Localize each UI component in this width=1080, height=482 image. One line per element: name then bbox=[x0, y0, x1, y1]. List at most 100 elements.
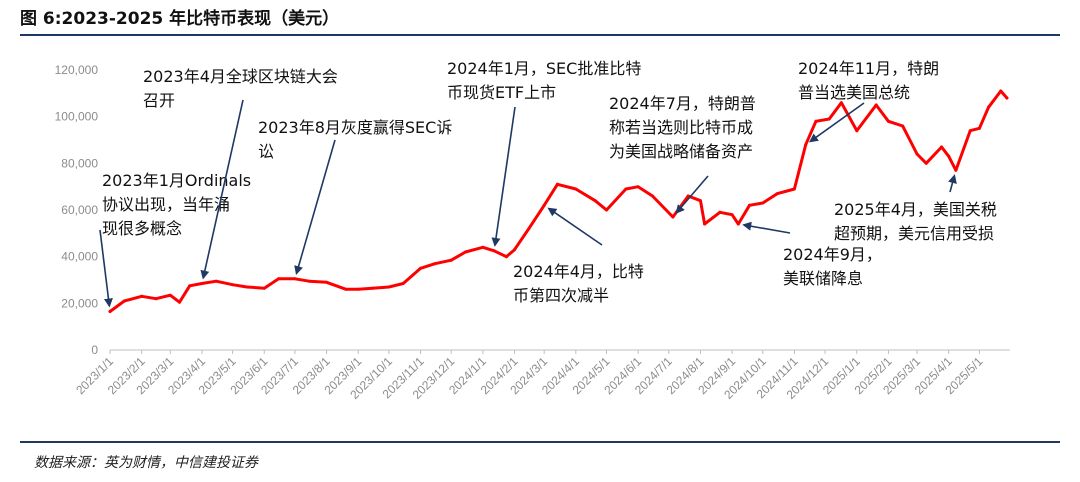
data-point bbox=[504, 255, 508, 259]
data-point bbox=[387, 285, 391, 289]
annotation-arrow bbox=[200, 99, 244, 280]
annotation-arrow bbox=[491, 106, 516, 247]
annotation-text: 2024年9月， bbox=[783, 245, 882, 264]
data-point bbox=[901, 124, 905, 128]
annotation-text: 2024年4月，比特 bbox=[513, 262, 644, 281]
annotation-text: 2023年1月Ordinals bbox=[102, 171, 251, 190]
annotation-text: 称若当选则比特币成 bbox=[609, 118, 753, 137]
data-point bbox=[605, 208, 608, 212]
y-tick-label: 80,000 bbox=[61, 156, 98, 170]
annotation-text: 召开 bbox=[143, 91, 175, 110]
data-point bbox=[293, 277, 297, 281]
annotation-text: 2024年7月，特朗普 bbox=[609, 94, 756, 113]
data-point bbox=[449, 258, 453, 262]
data-point bbox=[492, 249, 496, 253]
y-tick-label: 120,000 bbox=[55, 63, 99, 77]
annotation-arrow bbox=[808, 102, 865, 143]
data-point bbox=[555, 182, 559, 186]
data-point bbox=[574, 187, 578, 191]
annotation-text: 协议出现，当年涌 bbox=[102, 195, 230, 214]
data-point bbox=[593, 199, 597, 203]
annotation-text: 2024年1月，SEC批准比特 bbox=[447, 59, 641, 78]
data-point bbox=[262, 286, 266, 290]
data-point bbox=[624, 187, 628, 191]
chart-series-layer bbox=[108, 89, 1009, 313]
y-tick-label: 0 bbox=[91, 343, 98, 357]
source-note: 数据来源：英为财情，中信建投证券 bbox=[34, 455, 258, 471]
annotation-text: 超预期，美元信用受损 bbox=[834, 224, 994, 243]
annotation-arrow bbox=[675, 175, 709, 214]
data-point bbox=[140, 294, 144, 298]
data-point bbox=[987, 105, 990, 109]
title-rule bbox=[20, 34, 1060, 36]
data-point bbox=[730, 213, 734, 217]
y-tick-label: 20,000 bbox=[61, 296, 98, 310]
data-point bbox=[775, 192, 779, 196]
data-point bbox=[947, 154, 951, 158]
data-point bbox=[344, 287, 348, 291]
data-point bbox=[168, 293, 172, 297]
source-rule bbox=[20, 441, 1060, 443]
data-point bbox=[527, 227, 531, 231]
annotation-arrow bbox=[742, 221, 791, 234]
data-point bbox=[792, 187, 796, 191]
data-point bbox=[804, 143, 808, 147]
data-point bbox=[761, 201, 765, 205]
data-point bbox=[307, 279, 311, 283]
data-point bbox=[214, 279, 218, 283]
data-point bbox=[371, 286, 374, 290]
data-point bbox=[419, 266, 423, 270]
data-point bbox=[356, 287, 360, 291]
data-point bbox=[814, 119, 818, 123]
data-point bbox=[231, 283, 235, 287]
data-point bbox=[481, 245, 485, 249]
data-point bbox=[954, 168, 958, 172]
data-point bbox=[651, 194, 654, 198]
data-point bbox=[154, 297, 158, 301]
data-point bbox=[874, 103, 878, 107]
annotation-arrow bbox=[99, 229, 113, 308]
bitcoin-price-chart: 0 20,000 40,000 60,000 80,000 100,000 120,000 2… bbox=[55, 59, 1010, 402]
annotation-text: 2025年4月，美国关税 bbox=[834, 200, 997, 219]
data-point bbox=[188, 284, 192, 288]
data-point bbox=[178, 300, 181, 304]
annotation-text: 币现货ETF上市 bbox=[447, 83, 556, 102]
data-point bbox=[245, 285, 249, 289]
annotation-text: 讼 bbox=[258, 142, 274, 161]
data-point bbox=[924, 161, 928, 165]
data-point bbox=[827, 117, 831, 121]
data-point bbox=[636, 185, 640, 189]
annotation-arrow bbox=[547, 207, 603, 246]
data-point bbox=[542, 203, 546, 207]
data-point bbox=[686, 194, 690, 198]
data-point bbox=[977, 126, 981, 130]
annotation-arrow bbox=[294, 139, 336, 276]
data-point bbox=[200, 282, 204, 285]
data-point bbox=[671, 215, 675, 219]
data-point bbox=[736, 222, 740, 226]
data-point bbox=[940, 145, 944, 149]
data-point bbox=[401, 282, 405, 285]
annotation-text: 2023年8月灰度赢得SEC诉 bbox=[258, 118, 452, 137]
y-tick-label: 100,000 bbox=[55, 110, 99, 124]
data-point bbox=[703, 222, 707, 226]
annotation-text: 美联储降息 bbox=[783, 269, 863, 288]
annotation-arrow bbox=[948, 174, 957, 193]
data-point bbox=[513, 248, 516, 252]
figure-title: 图 6:2023-2025 年比特币表现（美元） bbox=[20, 9, 340, 29]
data-point bbox=[968, 129, 972, 133]
y-tick-label: 40,000 bbox=[61, 250, 98, 264]
data-point bbox=[433, 262, 437, 266]
data-point bbox=[464, 250, 467, 254]
annotation-text: 现很多概念 bbox=[102, 219, 182, 238]
data-point bbox=[748, 203, 751, 207]
data-point bbox=[1005, 96, 1009, 100]
data-point bbox=[855, 129, 859, 133]
data-point bbox=[122, 299, 126, 303]
data-point bbox=[999, 89, 1003, 93]
y-tick-label: 60,000 bbox=[61, 203, 98, 217]
data-point bbox=[699, 199, 702, 203]
data-point bbox=[108, 310, 112, 313]
annotation-text: 为美国战略储备资产 bbox=[609, 142, 753, 161]
